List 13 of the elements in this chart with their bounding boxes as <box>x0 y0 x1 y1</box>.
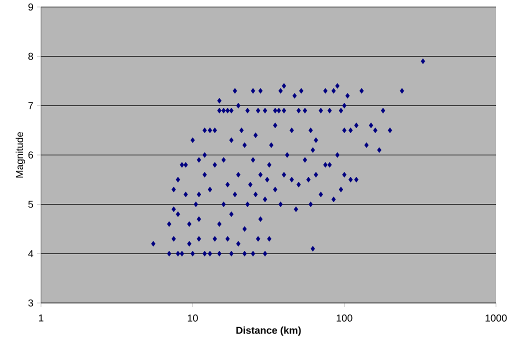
y-tick-label: 7 <box>28 102 33 110</box>
y-tick-label: 4 <box>28 250 34 258</box>
y-tick-label: 8 <box>28 52 34 60</box>
y-tick-label: 6 <box>28 151 34 159</box>
x-tick-label: 1000 <box>486 314 507 322</box>
x-tick-label: 1 <box>38 314 44 322</box>
x-axis-title: Distance (km) <box>236 326 301 336</box>
x-tick-label: 10 <box>188 314 198 322</box>
x-tick-label: 100 <box>336 314 352 322</box>
y-axis-title: Magnitude <box>16 132 26 178</box>
y-tick-label: 9 <box>28 3 34 11</box>
y-tick-label: 3 <box>28 299 34 307</box>
y-tick-label: 5 <box>28 200 34 208</box>
